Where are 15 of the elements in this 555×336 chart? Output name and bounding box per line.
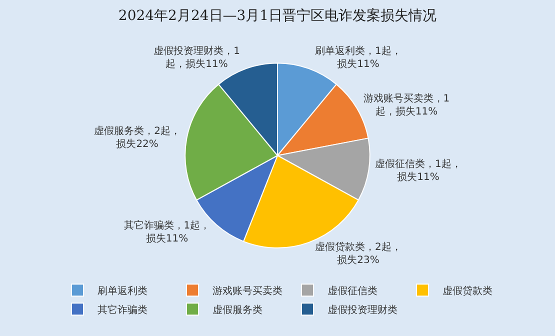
data-label: 虚假征信类，1起，损失11% bbox=[375, 158, 462, 183]
data-label: 虚假投资理财类，1起，损失11% bbox=[154, 44, 240, 70]
data-label: 刷单返利类，1起，损失11% bbox=[315, 44, 402, 70]
data-label: 虚假贷款类，2起，损失23% bbox=[315, 241, 402, 266]
legend-label: 虚假投资理财类 bbox=[328, 304, 398, 316]
data-label: 其它诈骗类，1起，损失11% bbox=[124, 219, 210, 244]
legend-label: 虚假服务类 bbox=[212, 304, 262, 316]
legend-label: 虚假贷款类 bbox=[442, 285, 492, 298]
legend-label: 游戏账号买卖类 bbox=[212, 285, 282, 298]
legend-label: 虚假征信类 bbox=[328, 285, 378, 298]
data-label: 游戏账号买卖类，1起，损失11% bbox=[363, 92, 450, 118]
data-label: 虚假服务类，2起，损失22% bbox=[94, 125, 180, 150]
legend-label: 其它诈骗类 bbox=[98, 304, 148, 316]
legend-label: 刷单返利类 bbox=[98, 285, 148, 298]
chart-title: 2024年2月24日—3月1日晋宁区电诈发案损失情况 bbox=[118, 6, 437, 24]
